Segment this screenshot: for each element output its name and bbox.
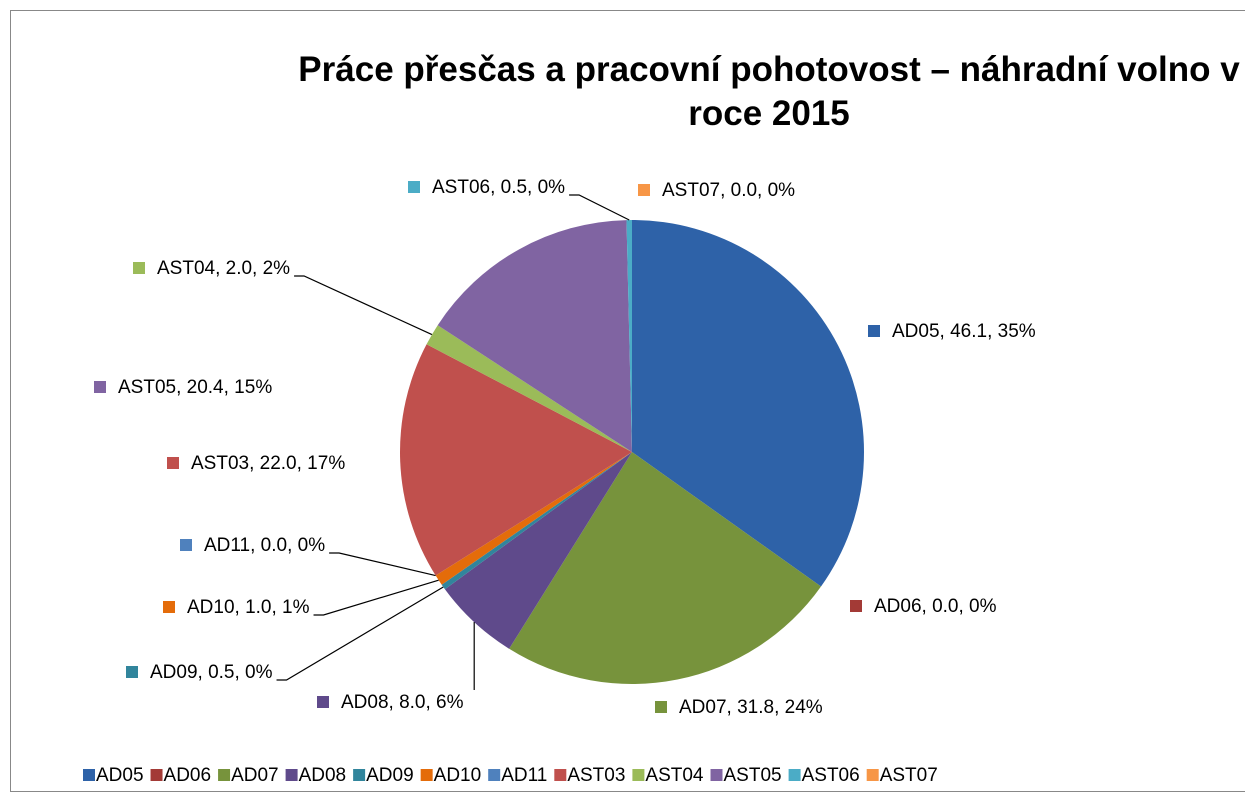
legend-swatch bbox=[353, 769, 366, 781]
pie-slice bbox=[426, 325, 632, 452]
legend-label: AST07 bbox=[880, 765, 938, 786]
legend-label: AST04 bbox=[645, 765, 704, 786]
legend-swatch bbox=[218, 769, 231, 781]
data-label: AST06, 0.5, 0% bbox=[432, 177, 565, 198]
pie-slice bbox=[435, 452, 632, 585]
legend-label: AST05 bbox=[724, 765, 782, 786]
label-swatch bbox=[180, 539, 192, 551]
legend-swatch bbox=[866, 769, 879, 781]
label-swatch bbox=[133, 262, 145, 274]
label-swatch bbox=[638, 184, 650, 196]
data-label: AD05, 46.1, 35% bbox=[892, 321, 1036, 342]
leader-line bbox=[294, 275, 433, 336]
data-label: AST07, 0.0, 0% bbox=[662, 180, 795, 201]
legend-label: AD10 bbox=[434, 765, 482, 786]
legend-label: AD07 bbox=[231, 765, 279, 786]
data-label: AD11, 0.0, 0% bbox=[204, 535, 325, 556]
legend-label: AD06 bbox=[164, 765, 212, 786]
leader-line bbox=[569, 194, 630, 221]
legend-swatch bbox=[488, 769, 501, 781]
leader-line bbox=[276, 586, 444, 681]
legend-swatch bbox=[710, 769, 723, 781]
pie-slice bbox=[509, 452, 822, 684]
legend-label: AD05 bbox=[96, 765, 144, 786]
data-label: AD06, 0.0, 0% bbox=[874, 596, 997, 617]
label-swatch bbox=[850, 600, 862, 612]
chart-frame bbox=[10, 10, 1245, 792]
label-swatch bbox=[317, 696, 329, 708]
chart-title: Práce přesčas a pracovní pohotovost – ná… bbox=[298, 50, 1240, 133]
legend-swatch bbox=[788, 769, 801, 781]
data-label: AD10, 1.0, 1% bbox=[187, 597, 310, 618]
label-swatch bbox=[167, 457, 179, 469]
legend-label: AST06 bbox=[802, 765, 860, 786]
legend-swatch bbox=[83, 769, 95, 781]
label-swatch bbox=[94, 381, 106, 393]
data-label: AST05, 20.4, 15% bbox=[118, 377, 272, 398]
legend-swatch bbox=[150, 769, 163, 781]
pie-slice bbox=[441, 452, 632, 590]
pie-slice bbox=[437, 220, 632, 452]
legend-swatch bbox=[420, 769, 433, 781]
label-swatch bbox=[655, 701, 667, 713]
data-label: AD09, 0.5, 0% bbox=[150, 662, 273, 683]
pie-slice bbox=[400, 344, 632, 576]
legend-label: AD08 bbox=[299, 765, 347, 786]
data-label: AD08, 8.0, 6% bbox=[341, 692, 464, 713]
legend-swatch bbox=[554, 769, 567, 781]
pie-slice bbox=[444, 452, 632, 649]
data-label: AD07, 31.8, 24% bbox=[679, 697, 823, 718]
legend-label: AD11 bbox=[501, 765, 547, 786]
data-label: AST03, 22.0, 17% bbox=[191, 453, 345, 474]
legend-label: AST03 bbox=[567, 765, 625, 786]
data-label: AST04, 2.0, 2% bbox=[157, 258, 290, 279]
legend-label: AD09 bbox=[366, 765, 414, 786]
label-swatch bbox=[868, 325, 880, 337]
pie-slice bbox=[632, 220, 865, 587]
label-swatch bbox=[408, 181, 420, 193]
pie-slice bbox=[626, 220, 632, 452]
leader-line bbox=[313, 579, 439, 616]
leader-line bbox=[329, 552, 436, 577]
legend-swatch bbox=[632, 769, 645, 781]
legend-swatch bbox=[285, 769, 298, 781]
label-swatch bbox=[163, 601, 175, 613]
label-swatch bbox=[126, 666, 138, 678]
